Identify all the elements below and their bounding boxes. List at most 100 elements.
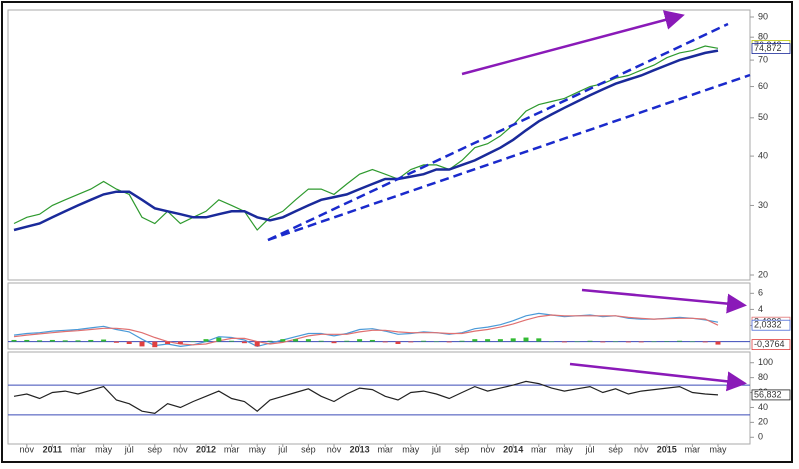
histogram-bar: [651, 341, 657, 343]
y-tick-label: 100: [758, 357, 773, 367]
histogram-bar: [190, 341, 196, 343]
y-tick-label: 80: [758, 32, 768, 42]
histogram-bar: [510, 338, 516, 342]
histogram-bar: [37, 340, 43, 342]
y-tick-label: 40: [758, 150, 768, 160]
histogram-bar: [267, 340, 273, 342]
x-tick-label: nov: [634, 444, 649, 454]
x-tick-label: sep: [455, 444, 470, 454]
series-line: [13, 49, 719, 232]
histogram-bar: [664, 341, 670, 342]
x-tick-label: jul: [584, 444, 594, 454]
histogram-bar: [638, 341, 644, 343]
x-tick-label: jul: [124, 444, 134, 454]
x-tick-label: 2013: [350, 444, 370, 454]
x-tick-label: nov: [173, 444, 188, 454]
x-tick-label: mar: [224, 444, 240, 454]
trendline: [267, 22, 729, 242]
x-tick-label: sep: [301, 444, 316, 454]
x-tick-label: mar: [531, 444, 547, 454]
y-tick-label: 40: [758, 402, 768, 412]
x-tick-label: nov: [327, 444, 342, 454]
y-tick-label: 20: [758, 269, 768, 279]
price-panel: [7, 9, 751, 281]
histogram-bar: [344, 340, 350, 342]
x-tick-label: mar: [685, 444, 701, 454]
histogram-bar: [587, 340, 593, 342]
value-tag: [751, 319, 791, 331]
histogram-bar: [139, 341, 145, 347]
value-tag: [751, 389, 791, 401]
y-tick-label: 4: [758, 304, 763, 314]
value-tag-label: 2,0332: [754, 320, 782, 330]
histogram-bar: [357, 339, 363, 342]
y-tick-label: 90: [758, 11, 768, 21]
histogram-bar: [677, 340, 683, 342]
histogram-bar: [241, 341, 247, 344]
value-tag-label: 74,872: [754, 43, 782, 53]
frame: [1, 1, 793, 463]
x-tick-label: 2011: [43, 444, 63, 454]
histogram-bar: [165, 341, 171, 344]
y-tick-label: 50: [758, 112, 768, 122]
histogram-bar: [523, 337, 529, 342]
trendline: [267, 73, 751, 242]
histogram-bar: [318, 340, 324, 342]
x-tick-label: may: [95, 444, 113, 454]
histogram-bar: [254, 341, 260, 347]
x-tick-label: jul: [431, 444, 441, 454]
x-tick-label: nov: [20, 444, 35, 454]
histogram-bar: [49, 339, 55, 342]
y-tick-label: 6: [758, 288, 763, 298]
histogram-bar: [331, 341, 337, 344]
x-tick-label: nov: [480, 444, 495, 454]
value-tag-label: 56,832: [754, 389, 782, 399]
x-tick-label: may: [709, 444, 727, 454]
y-tick-label: 80: [758, 372, 768, 382]
histogram-bar: [702, 341, 708, 343]
trend-arrow: [569, 362, 747, 392]
histogram-bar: [561, 341, 567, 343]
value-tag: [751, 339, 791, 350]
histogram-bar: [549, 341, 555, 343]
x-tick-label: may: [556, 444, 574, 454]
value-tag-label: -0,3764: [754, 339, 785, 349]
trend-arrow: [581, 288, 747, 314]
histogram-bar: [485, 339, 491, 342]
histogram-bar: [113, 341, 119, 343]
histogram-bar: [75, 340, 81, 342]
histogram-bar: [433, 341, 439, 343]
histogram-bar: [88, 339, 94, 342]
trend-arrow: [461, 10, 685, 76]
x-tick-label: 2012: [196, 444, 216, 454]
histogram-bar: [689, 341, 695, 343]
histogram-bar: [62, 340, 68, 342]
histogram-bar: [24, 339, 30, 342]
x-tick-label: may: [249, 444, 267, 454]
histogram-bar: [408, 341, 414, 343]
y-tick-label: 0: [758, 432, 763, 442]
y-tick-label: 20: [758, 417, 768, 427]
x-tick-label: sep: [148, 444, 163, 454]
x-tick-label: 2015: [657, 444, 677, 454]
histogram-bar: [382, 341, 388, 343]
x-tick-label: 2014: [503, 444, 523, 454]
histogram-bar: [574, 341, 580, 343]
histogram-bar: [101, 339, 107, 342]
histogram-bar: [600, 341, 606, 343]
value-tag: [751, 43, 791, 54]
series-line: [13, 314, 719, 346]
macd-panel: [7, 282, 751, 350]
histogram-bar: [11, 339, 17, 342]
histogram-bar: [715, 341, 721, 345]
histogram-bar: [625, 341, 631, 343]
series-line: [13, 380, 719, 415]
rsi-panel: [7, 351, 751, 445]
histogram-bar: [536, 338, 542, 342]
histogram-bar: [152, 341, 158, 348]
y-tick-label: 60: [758, 81, 768, 91]
histogram-bar: [472, 339, 478, 342]
histogram-bar: [177, 341, 183, 344]
histogram-bar: [446, 341, 452, 343]
